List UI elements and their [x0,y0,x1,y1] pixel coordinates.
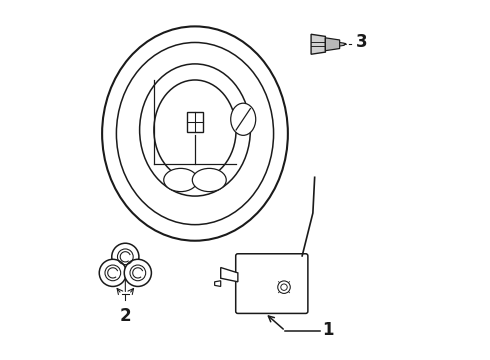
Ellipse shape [192,168,226,192]
Ellipse shape [231,103,256,135]
Polygon shape [220,267,238,282]
Text: 1: 1 [322,321,333,339]
Polygon shape [340,42,344,46]
Polygon shape [215,281,220,287]
Ellipse shape [124,259,151,287]
Polygon shape [325,38,340,51]
Ellipse shape [112,243,139,270]
Ellipse shape [117,42,273,225]
FancyBboxPatch shape [236,254,308,314]
Text: 2: 2 [120,307,131,325]
Ellipse shape [99,259,126,287]
Ellipse shape [154,80,236,180]
Polygon shape [311,34,325,54]
Ellipse shape [164,168,197,192]
Text: 3: 3 [356,33,368,51]
Ellipse shape [140,64,250,196]
